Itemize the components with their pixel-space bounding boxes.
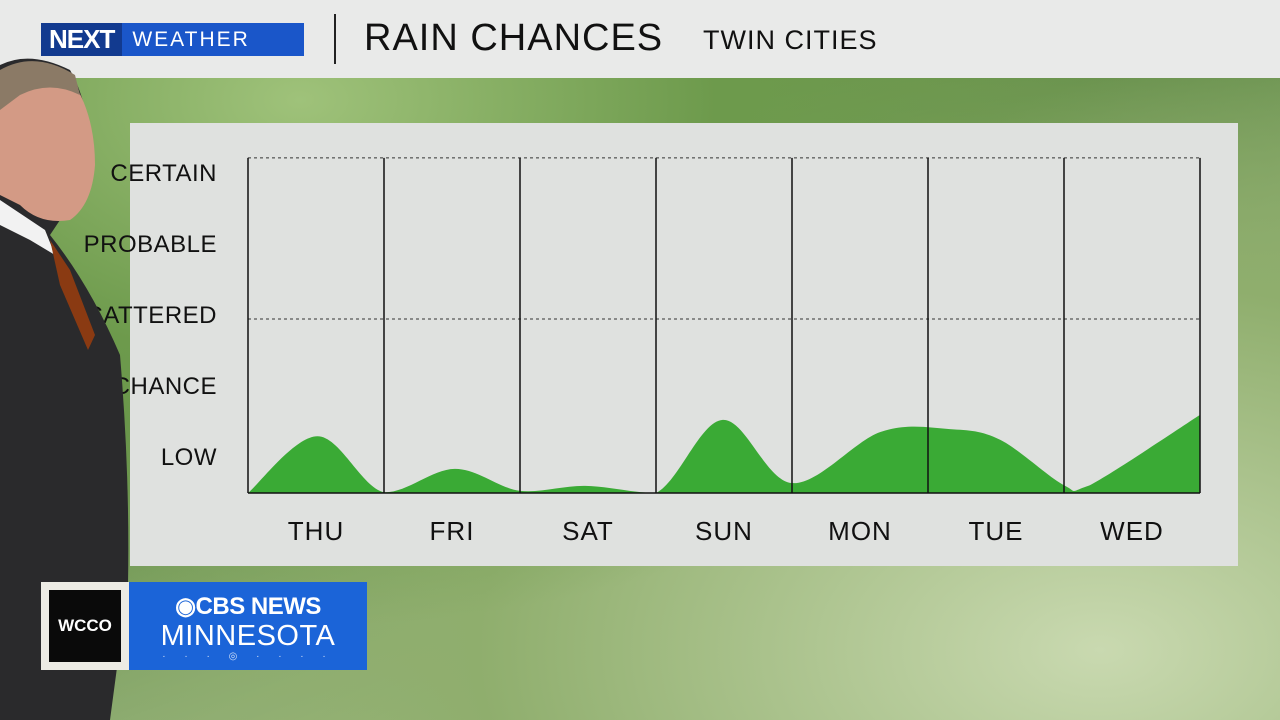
rain-chance-area	[248, 414, 1200, 493]
station-badge: WCCO ◉CBS NEWS MINNESOTA · · · ◎ · · · ·	[41, 582, 367, 670]
header-bar: NEXT WEATHER RAIN CHANCES TWIN CITIES	[0, 0, 1280, 78]
presenter	[0, 58, 129, 720]
wcco-logo: WCCO	[49, 590, 121, 662]
day-label: WED	[1100, 516, 1164, 546]
y-level-label: LOW	[160, 443, 217, 471]
cbs-eye-icon: ◉	[175, 593, 196, 620]
network-name: CBS NEWS	[195, 593, 322, 620]
day-label: MON	[828, 516, 892, 546]
day-label: TUE	[968, 516, 1024, 546]
day-label: FRI	[429, 516, 475, 546]
location-label: TWIN CITIES	[703, 25, 878, 55]
next-weather-logo: NEXT WEATHER	[41, 23, 304, 56]
page-title: RAIN CHANCES	[364, 17, 664, 59]
day-label: SUN	[695, 516, 753, 546]
region-name: MINNESOTA	[160, 620, 336, 652]
logo-next: NEXT	[41, 23, 123, 56]
pager-dots: · · · ◎ · · · ·	[162, 651, 334, 662]
y-level-label: CERTAIN	[110, 159, 217, 187]
day-label: SAT	[562, 516, 614, 546]
logo-weather: WEATHER	[132, 27, 250, 51]
divider	[334, 14, 336, 64]
y-level-label: PROBABLE	[83, 230, 217, 258]
y-level-label: CHANCE	[112, 372, 217, 400]
day-label: THU	[287, 516, 345, 546]
